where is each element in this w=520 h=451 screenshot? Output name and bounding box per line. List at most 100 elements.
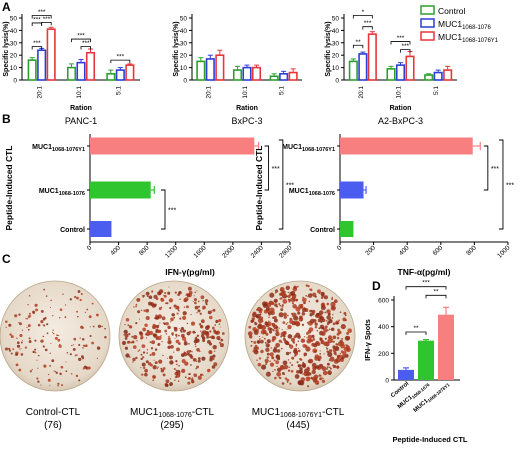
x-axis-title: Ration xyxy=(70,105,92,112)
chart-title: PANC-1 xyxy=(65,116,97,126)
spot xyxy=(310,339,314,343)
spot xyxy=(175,333,178,337)
spot xyxy=(43,364,47,368)
spot xyxy=(52,315,54,317)
spot xyxy=(152,365,157,370)
spot xyxy=(298,347,300,349)
spot xyxy=(4,347,9,351)
y-tick-label: 10 xyxy=(332,65,340,72)
spot xyxy=(175,308,177,310)
spot xyxy=(297,380,302,385)
spot xyxy=(79,298,82,302)
spot xyxy=(211,365,216,369)
spot xyxy=(127,324,130,327)
spot xyxy=(188,290,193,295)
spot xyxy=(52,329,54,331)
spot xyxy=(248,325,252,329)
spot xyxy=(28,295,31,297)
significance-bracket xyxy=(483,145,489,191)
spot xyxy=(146,352,148,354)
spot xyxy=(274,300,277,303)
spot xyxy=(84,311,86,313)
spot xyxy=(78,357,82,362)
well-image xyxy=(118,280,230,392)
spot xyxy=(302,324,304,326)
significance-bracket xyxy=(352,44,364,49)
spot xyxy=(252,311,257,316)
spot xyxy=(275,360,280,365)
spot xyxy=(305,294,307,297)
spot xyxy=(324,325,328,329)
spot xyxy=(318,327,321,330)
x-tick-label: 10:1 xyxy=(396,86,403,99)
spot xyxy=(173,304,177,308)
spot xyxy=(16,337,18,339)
spot xyxy=(326,366,329,369)
bar xyxy=(90,181,151,199)
significance-bracket xyxy=(362,26,373,30)
spot xyxy=(86,308,89,311)
spot xyxy=(341,354,346,359)
spot xyxy=(195,368,197,370)
spot xyxy=(9,333,12,336)
spot xyxy=(52,332,55,335)
spot xyxy=(306,338,312,344)
spot xyxy=(266,339,271,344)
spot xyxy=(278,376,280,379)
spot xyxy=(265,361,268,364)
spot xyxy=(145,337,148,339)
spot xyxy=(266,308,269,311)
spot xyxy=(286,328,288,330)
y-tick-label: 10 xyxy=(10,65,18,72)
spot xyxy=(148,330,154,336)
spot xyxy=(309,318,315,324)
spot xyxy=(201,331,206,336)
y-tick-label: MUC11068-1076 xyxy=(289,188,335,197)
significance-bracket xyxy=(110,59,131,64)
spot xyxy=(8,349,11,352)
spot xyxy=(264,358,269,363)
spot xyxy=(262,336,264,338)
spot xyxy=(330,301,336,307)
spot xyxy=(306,337,308,339)
spot xyxy=(138,349,141,351)
spot xyxy=(211,326,215,330)
spot xyxy=(173,326,176,330)
spot xyxy=(331,338,334,341)
spot xyxy=(281,304,284,307)
spot xyxy=(145,315,150,321)
significance-label: ** xyxy=(413,325,419,332)
x-tick-label: 20:1 xyxy=(358,86,365,99)
y-axis-title: Specific lysis(%) xyxy=(173,21,180,76)
spot xyxy=(195,360,198,363)
spot xyxy=(211,336,215,340)
spot xyxy=(145,291,150,296)
spot xyxy=(212,357,215,361)
spot xyxy=(197,357,201,360)
spot xyxy=(57,338,61,342)
spot xyxy=(104,335,107,339)
significance-label: *** xyxy=(168,208,176,215)
spot xyxy=(196,347,200,352)
spot xyxy=(329,328,331,331)
x-axis-title: TNF-α(pg/ml) xyxy=(398,267,451,277)
spot xyxy=(182,311,187,316)
spot xyxy=(336,355,340,358)
spot xyxy=(148,295,153,300)
spot xyxy=(307,329,312,334)
spot xyxy=(288,366,291,369)
spot xyxy=(135,356,138,360)
spot xyxy=(283,364,289,370)
spot xyxy=(132,345,137,349)
spot xyxy=(155,297,159,300)
spot xyxy=(59,308,63,311)
spot xyxy=(64,316,67,319)
spot xyxy=(336,365,339,369)
spot xyxy=(146,329,150,333)
spot xyxy=(162,354,164,357)
spot xyxy=(289,361,292,364)
spot xyxy=(285,351,290,356)
spot xyxy=(302,343,307,348)
spot xyxy=(302,361,305,364)
